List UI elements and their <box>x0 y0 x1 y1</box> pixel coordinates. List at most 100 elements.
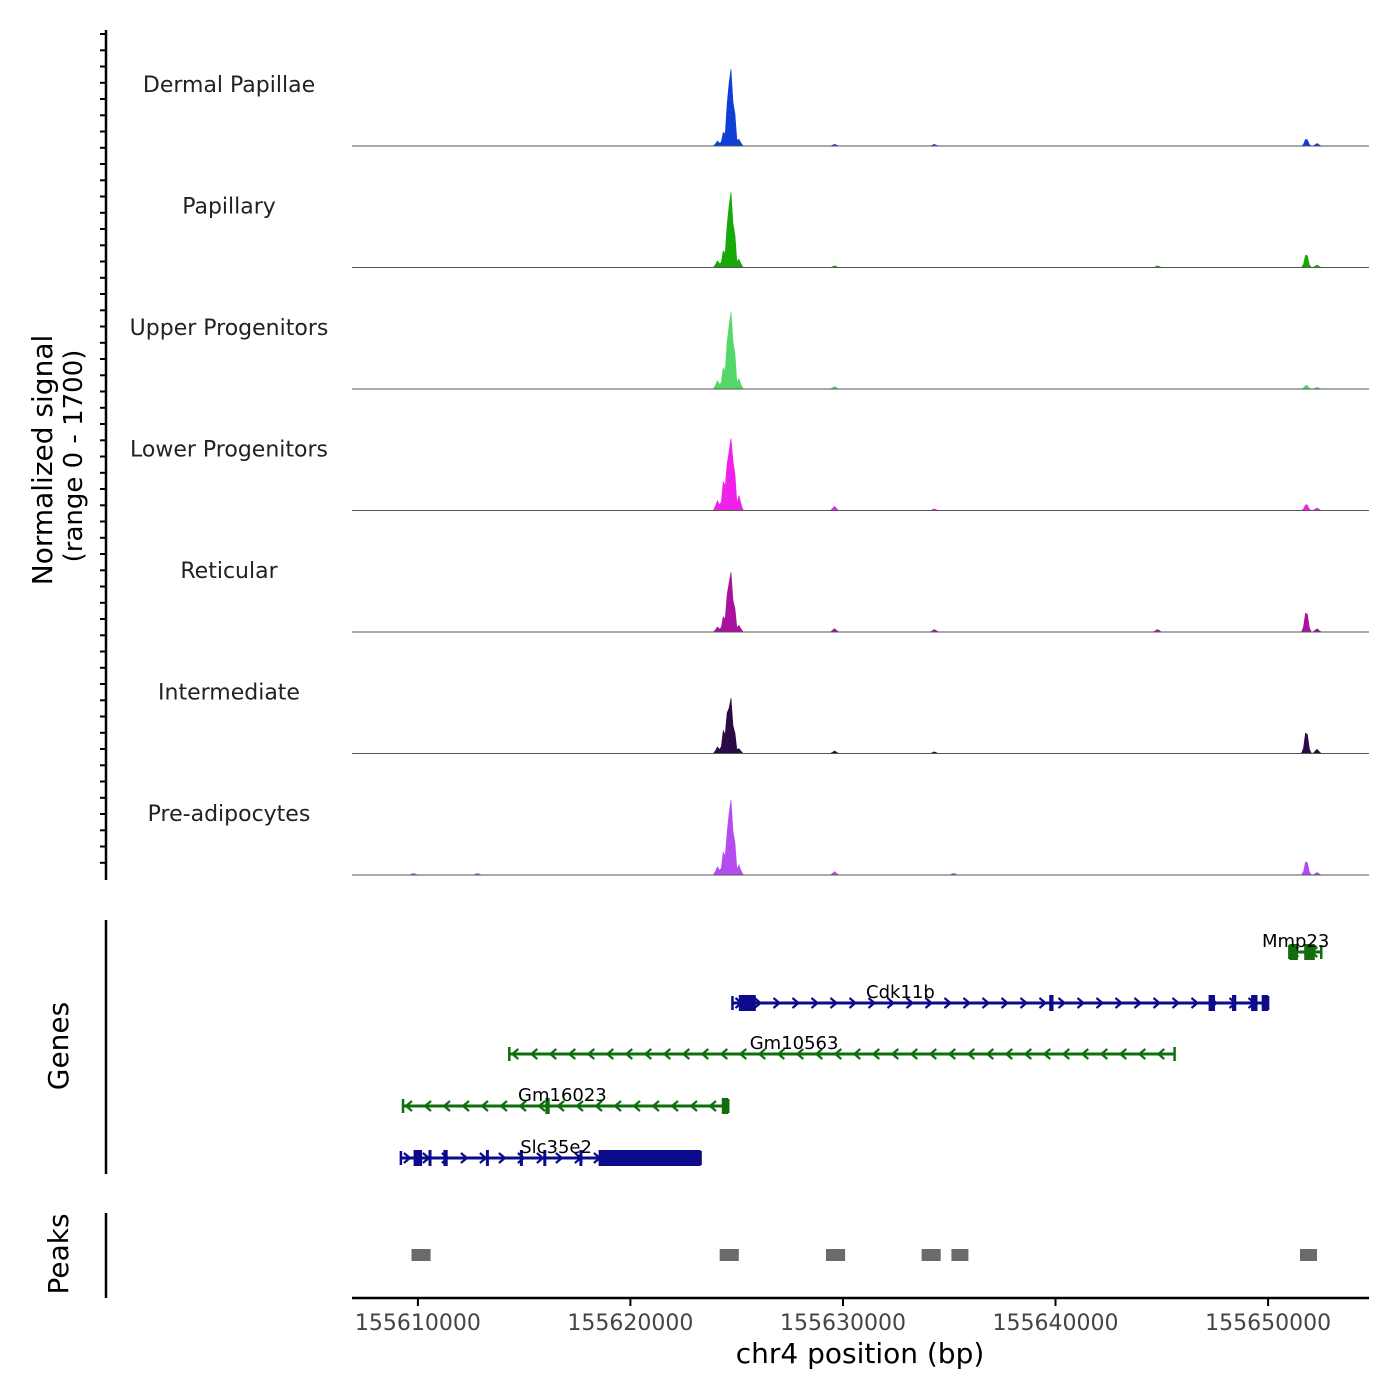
strand-arrow <box>461 1100 470 1112</box>
gene-exon <box>519 1150 523 1166</box>
strand-arrow <box>442 1100 451 1112</box>
strand-arrow <box>1080 1048 1089 1060</box>
strand-arrow <box>613 1100 622 1112</box>
strand-arrow <box>1004 1048 1013 1060</box>
strand-arrow <box>632 1100 641 1112</box>
gene-exon <box>1208 995 1215 1011</box>
track-label: Papillary <box>182 195 276 220</box>
strand-arrow <box>1095 997 1105 1009</box>
strand-arrow <box>928 1048 937 1060</box>
track-label: Dermal Papillae <box>143 73 315 98</box>
coverage-signal-area <box>352 312 1368 390</box>
strand-arrow <box>776 1048 785 1060</box>
strand-arrow <box>1061 1048 1070 1060</box>
x-tick-label: 155630000 <box>780 1311 906 1336</box>
gene-name-label: Mmp23 <box>1262 931 1329 952</box>
strand-arrow <box>1042 1048 1051 1060</box>
x-tick-label: 155640000 <box>993 1311 1119 1336</box>
gene-exon <box>1232 995 1237 1011</box>
strand-arrow <box>1038 997 1048 1009</box>
coverage-signal-area <box>352 799 1368 876</box>
coverage-track: Lower Progenitors <box>130 438 1369 511</box>
coverage-track: Intermediate <box>158 681 1369 754</box>
strand-arrow <box>1133 997 1143 1009</box>
strand-arrow <box>1114 997 1124 1009</box>
strand-arrow <box>814 1048 823 1060</box>
strand-arrow <box>536 1152 545 1164</box>
x-tick-label: 155650000 <box>1205 1311 1331 1336</box>
strand-arrow <box>529 1048 538 1060</box>
peak-region <box>411 1249 431 1261</box>
strand-arrow <box>643 1048 652 1060</box>
track-label: Pre-adipocytes <box>148 802 311 827</box>
coverage-y-label-line2: (range 0 - 1700) <box>59 350 89 563</box>
gene-exon <box>545 1098 550 1114</box>
strand-arrow <box>556 1100 565 1112</box>
strand-arrow <box>670 1100 679 1112</box>
strand-arrow <box>1019 997 1029 1009</box>
strand-arrow <box>548 1048 557 1060</box>
gene-exon <box>413 1150 423 1166</box>
track-label: Intermediate <box>158 681 300 706</box>
strand-arrow <box>1099 1048 1108 1060</box>
gene-name-label: Cdk11b <box>866 982 935 1003</box>
coverage-track: Reticular <box>180 559 1369 633</box>
strand-arrow <box>517 1152 526 1164</box>
strand-arrow <box>499 1100 508 1112</box>
strand-arrow <box>1156 1048 1165 1060</box>
strand-arrow <box>985 1048 994 1060</box>
strand-arrow <box>719 1048 728 1060</box>
strand-arrow <box>886 997 896 1009</box>
strand-arrow <box>943 997 953 1009</box>
strand-arrow <box>905 997 915 1009</box>
x-tick-label: 155620000 <box>567 1311 693 1336</box>
strand-arrow <box>586 1048 595 1060</box>
strand-arrow <box>404 1100 413 1112</box>
strand-arrow <box>833 1048 842 1060</box>
strand-arrow <box>1023 1048 1032 1060</box>
gene-exon <box>443 1150 448 1166</box>
gene-model: Mmp23 <box>1262 931 1329 960</box>
strand-arrow <box>480 1100 489 1112</box>
gene-exon <box>1049 995 1054 1011</box>
gene-exon <box>721 1098 729 1114</box>
gene-exon <box>543 1150 547 1166</box>
strand-arrow <box>810 997 820 1009</box>
strand-arrow <box>791 997 801 1009</box>
coverage-signal-area <box>352 192 1368 268</box>
gene-exon <box>579 1150 583 1166</box>
strand-arrow <box>605 1048 614 1060</box>
strand-arrow <box>772 997 782 1009</box>
gene-exon <box>1304 944 1315 960</box>
strand-arrow <box>1171 997 1181 1009</box>
strand-arrow <box>1118 1048 1127 1060</box>
strand-arrow <box>738 1048 747 1060</box>
peak-region <box>951 1249 969 1261</box>
peak-region <box>1300 1249 1317 1261</box>
genes-y-label: Genes <box>42 1002 75 1090</box>
coverage-track: Upper Progenitors <box>130 312 1369 390</box>
peak-regions-track <box>411 1249 1317 1261</box>
strand-arrow <box>1076 997 1086 1009</box>
gene-exon <box>428 1150 432 1166</box>
gene-exon <box>1251 995 1258 1011</box>
strand-arrow <box>624 1048 633 1060</box>
strand-arrow <box>651 1100 660 1112</box>
strand-arrow <box>681 1048 690 1060</box>
coverage-y-axis <box>100 30 108 880</box>
x-tick-label: 155610000 <box>355 1311 481 1336</box>
strand-arrow <box>924 997 934 1009</box>
coverage-signal-area <box>352 572 1368 633</box>
strand-arrow <box>567 1048 576 1060</box>
gene-exon <box>738 995 756 1011</box>
x-axis-label: chr4 position (bp) <box>736 1337 985 1370</box>
strand-arrow <box>1152 997 1162 1009</box>
strand-arrow <box>510 1048 519 1060</box>
coverage-track: Pre-adipocytes <box>148 799 1369 876</box>
strand-arrow <box>708 1100 717 1112</box>
gene-name-label: Gm10563 <box>750 1033 839 1054</box>
gene-name-label: Gm16023 <box>518 1085 607 1106</box>
peaks-y-label: Peaks <box>42 1213 75 1294</box>
coverage-signal-area <box>352 438 1368 511</box>
coverage-tracks: Dermal Papillae Papillary Upper Progenitor… <box>130 69 1369 876</box>
